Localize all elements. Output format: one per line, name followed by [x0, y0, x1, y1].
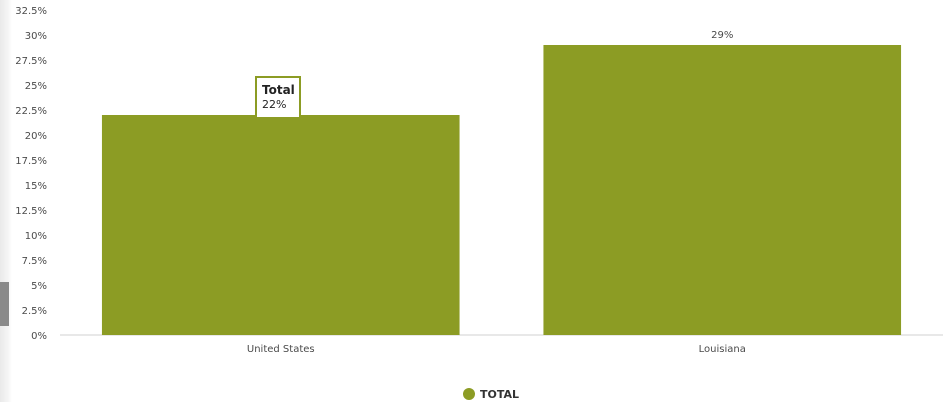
y-tick-label: 22.5% [15, 106, 47, 117]
bar-value-label: 29% [711, 30, 733, 41]
tooltip-box [255, 76, 301, 119]
y-tick-label: 32.5% [15, 6, 47, 17]
legend-marker-total [463, 388, 475, 400]
y-tick-label: 17.5% [15, 156, 47, 167]
bar-louisiana[interactable] [543, 45, 902, 335]
tooltip-title: Total [262, 83, 295, 97]
tooltip: Total 22% [255, 76, 301, 119]
y-axis: 0% 2.5% 5% 7.5% 10% 12.5% 15% 17.5% 20% 22.5% 25% 2… [15, 6, 47, 342]
value-labels-group: 29% [711, 30, 733, 41]
bars-group [101, 45, 902, 335]
y-tick-label: 20% [25, 131, 47, 142]
y-tick-label: 10% [25, 231, 47, 242]
y-tick-label: 7.5% [22, 256, 47, 267]
left-edge-dark-block [0, 282, 9, 326]
tooltip-value: 22% [262, 98, 286, 111]
legend-label-total: TOTAL [480, 388, 519, 401]
y-tick-label: 25% [25, 81, 47, 92]
y-tick-label: 5% [31, 281, 47, 292]
legend[interactable]: TOTAL [463, 388, 519, 401]
y-tick-label: 0% [31, 331, 47, 342]
y-tick-label: 12.5% [15, 206, 47, 217]
y-tick-label: 15% [25, 181, 47, 192]
y-tick-label: 30% [25, 31, 47, 42]
x-tick-label: United States [247, 344, 315, 355]
bar-united-states[interactable] [101, 115, 460, 335]
y-tick-label: 27.5% [15, 56, 47, 67]
y-tick-label: 2.5% [22, 306, 47, 317]
x-tick-label: Louisiana [699, 344, 746, 355]
x-axis: United States Louisiana [247, 344, 746, 355]
